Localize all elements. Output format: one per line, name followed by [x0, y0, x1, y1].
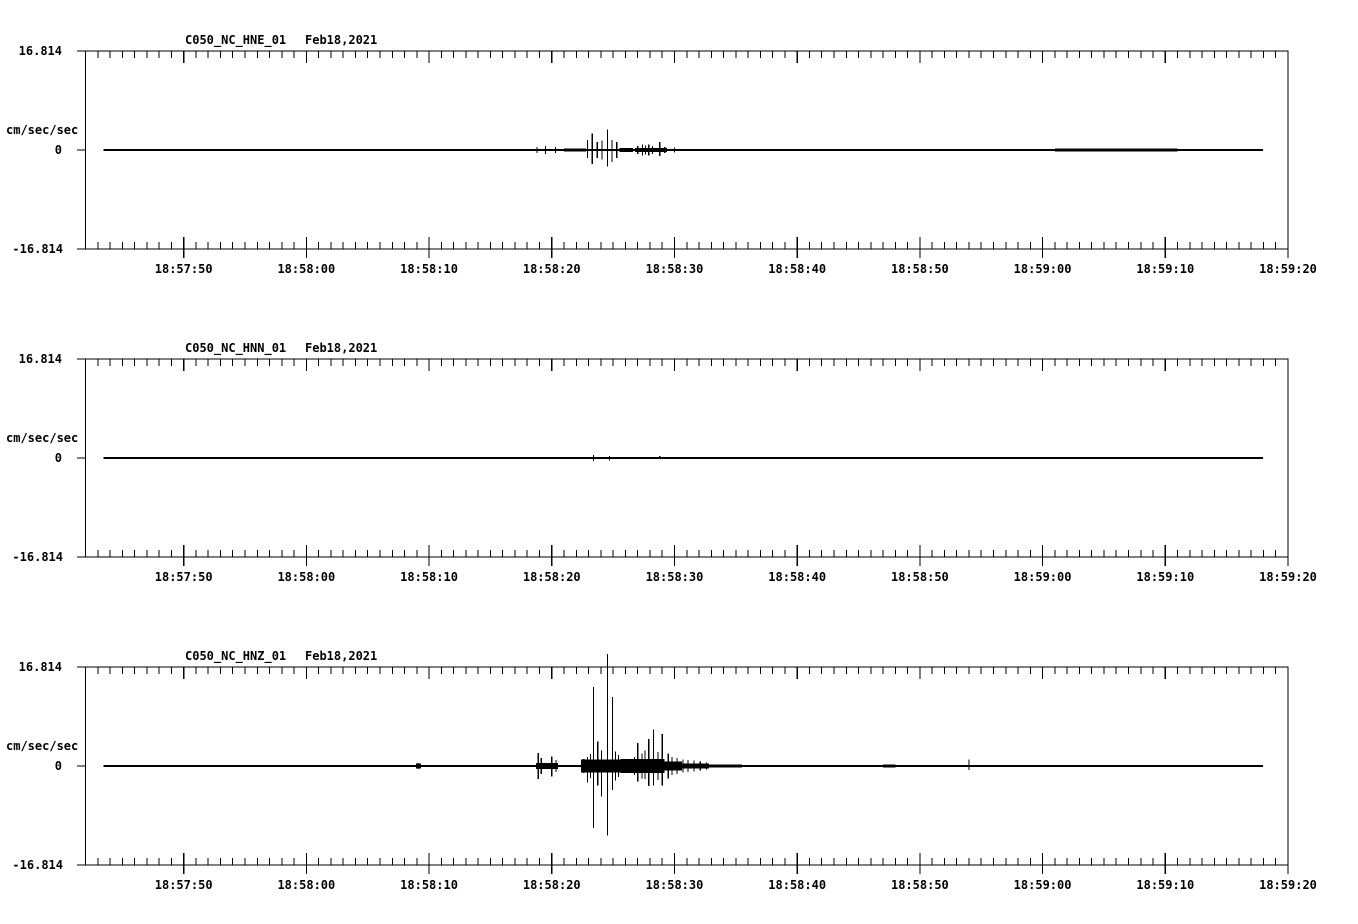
x-tick-label: 18:58:50 [890, 878, 949, 892]
x-tick-label: 18:58:40 [768, 262, 827, 276]
y-unit-label: cm/sec/sec [6, 123, 79, 137]
waveform-noise-band [708, 764, 742, 768]
y-min-label: -16.814 [12, 858, 63, 872]
x-tick-label: 18:57:50 [154, 570, 213, 584]
x-tick-label: 18:58:50 [890, 262, 949, 276]
panel-date: Feb18,2021 [305, 649, 378, 663]
x-tick-label: 18:59:20 [1259, 878, 1317, 892]
x-tick-label: 18:58:20 [522, 262, 581, 276]
y-max-label: 16.814 [18, 44, 62, 58]
waveform-noise-band [429, 149, 437, 151]
panel-date: Feb18,2021 [305, 341, 378, 355]
panel-date: Feb18,2021 [305, 33, 378, 47]
x-tick-label: 18:58:00 [277, 570, 336, 584]
waveform-noise-band [681, 763, 709, 769]
y-max-label: 16.814 [18, 352, 62, 366]
x-tick-label: 18:58:00 [277, 878, 336, 892]
x-tick-label: 18:58:50 [890, 570, 949, 584]
waveform-noise-band [1195, 148, 1209, 152]
y-min-label: -16.814 [12, 242, 63, 256]
waveform-noise-band [269, 149, 282, 151]
waveform-noise-band [852, 148, 933, 152]
y-unit-label: cm/sec/sec [6, 431, 79, 445]
waveform-noise-band [619, 148, 633, 152]
x-tick-label: 18:58:10 [400, 570, 458, 584]
panel-title: C050_NC_HNN_01 [185, 341, 287, 355]
waveform-noise-band [1054, 148, 1178, 152]
x-tick-label: 18:58:40 [768, 570, 827, 584]
waveform-noise-band [883, 764, 896, 768]
x-tick-label: 18:58:10 [400, 878, 458, 892]
panel-title: C050_NC_HNE_01 [185, 33, 287, 47]
panel-title: C050_NC_HNZ_01 [185, 649, 287, 663]
waveform-noise-band [821, 148, 847, 152]
x-tick-label: 18:58:40 [768, 878, 827, 892]
x-tick-label: 18:59:00 [1013, 570, 1072, 584]
y-unit-label: cm/sec/sec [6, 739, 79, 753]
x-tick-label: 18:58:10 [400, 262, 458, 276]
x-tick-label: 18:57:50 [154, 878, 213, 892]
x-tick-label: 18:59:10 [1136, 262, 1195, 276]
y-zero-label: 0 [54, 451, 62, 465]
x-tick-label: 18:59:20 [1259, 262, 1317, 276]
y-max-label: 16.814 [18, 660, 62, 674]
waveform-noise-band [416, 763, 422, 769]
x-tick-label: 18:58:30 [645, 878, 704, 892]
x-tick-label: 18:57:50 [154, 262, 213, 276]
x-tick-label: 18:59:20 [1259, 570, 1317, 584]
y-zero-label: 0 [54, 759, 62, 773]
y-zero-label: 0 [54, 143, 62, 157]
x-tick-label: 18:58:20 [522, 878, 581, 892]
x-tick-label: 18:59:10 [1136, 570, 1195, 584]
waveform-noise-band [827, 764, 841, 768]
x-tick-label: 18:58:30 [645, 262, 704, 276]
waveform-noise-band [993, 764, 1006, 768]
waveform-noise-band [664, 761, 682, 771]
waveform-noise-band [581, 759, 621, 773]
x-tick-label: 18:58:20 [522, 570, 581, 584]
waveform-noise-band [635, 148, 668, 152]
x-tick-label: 18:59:00 [1013, 878, 1072, 892]
waveform-noise-band [564, 148, 587, 152]
waveform-noise-band [535, 763, 558, 769]
waveform-noise-band [797, 457, 810, 459]
x-tick-label: 18:58:00 [277, 262, 336, 276]
x-tick-label: 18:58:30 [645, 570, 704, 584]
x-tick-label: 18:59:00 [1013, 262, 1072, 276]
waveform-noise-band [760, 764, 773, 768]
x-tick-label: 18:59:10 [1136, 878, 1195, 892]
y-min-label: -16.814 [12, 550, 63, 564]
